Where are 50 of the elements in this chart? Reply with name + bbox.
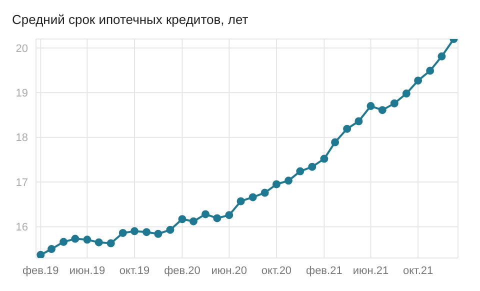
point	[248, 193, 257, 202]
y-tick-label: 18	[16, 132, 28, 144]
x-tick-label: июн.21	[352, 264, 389, 277]
point	[343, 124, 352, 133]
point	[60, 238, 68, 246]
point	[83, 236, 92, 244]
point	[414, 76, 422, 85]
point	[426, 66, 434, 75]
point	[260, 188, 269, 197]
point	[272, 180, 280, 188]
x-tick-label: окт.20	[261, 264, 292, 277]
x-tick-label: фев.19	[22, 264, 59, 277]
point	[130, 227, 139, 236]
point	[166, 226, 174, 234]
y-tick-label: 20	[16, 42, 28, 55]
point	[94, 238, 103, 246]
x-tick-label: июн.20	[211, 264, 248, 277]
point	[213, 214, 222, 222]
point	[390, 99, 398, 108]
point	[118, 228, 127, 237]
y-tick-label: 19	[16, 88, 28, 100]
chart-title: Средний срок ипотечных кредитов, лет	[11, 11, 250, 27]
point	[48, 245, 56, 254]
point	[402, 90, 410, 98]
point	[202, 210, 210, 218]
point	[296, 167, 304, 176]
point	[438, 52, 446, 60]
point	[236, 197, 245, 206]
x-tick-label: фев.21	[306, 264, 342, 277]
point	[106, 239, 115, 248]
x-tick-label: окт.21	[402, 264, 434, 277]
point	[225, 211, 234, 220]
point	[189, 217, 198, 226]
x-tick-label: июн.19	[69, 264, 106, 277]
point	[154, 230, 162, 238]
point	[354, 117, 363, 126]
point	[71, 234, 80, 243]
point	[320, 154, 328, 163]
point	[36, 250, 45, 258]
x-tick-label: окт.19	[119, 264, 150, 277]
point	[178, 215, 186, 224]
y-tick-label: 17	[16, 176, 28, 189]
point	[366, 102, 375, 110]
point	[308, 162, 316, 171]
point	[378, 106, 386, 114]
point	[284, 176, 292, 185]
x-tick-label: фев.20	[164, 264, 200, 277]
point	[142, 228, 151, 236]
y-tick-label: 16	[16, 222, 28, 234]
point	[331, 138, 340, 146]
